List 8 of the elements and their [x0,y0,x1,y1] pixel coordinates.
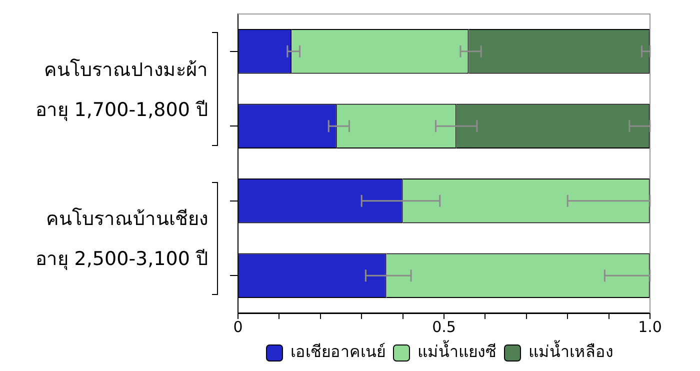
legend-label: เอเชียอาคเนย์ [290,342,386,362]
x-tick-label: 0.5 [432,318,456,336]
x-tick-label: 1.0 [638,318,662,336]
legend-label: แม่น้ำเหลือง [528,340,614,362]
legend-label: แม่น้ำแยงซี [418,340,496,362]
text: คนโบราณบ้านเชียง อายุ 2,500-3,100 ปี [35,206,208,272]
x-tick-label: 0 [233,318,243,336]
text: คนโบราณปางมะผ้า อายุ 1,700-1,800 ปี [35,58,208,123]
